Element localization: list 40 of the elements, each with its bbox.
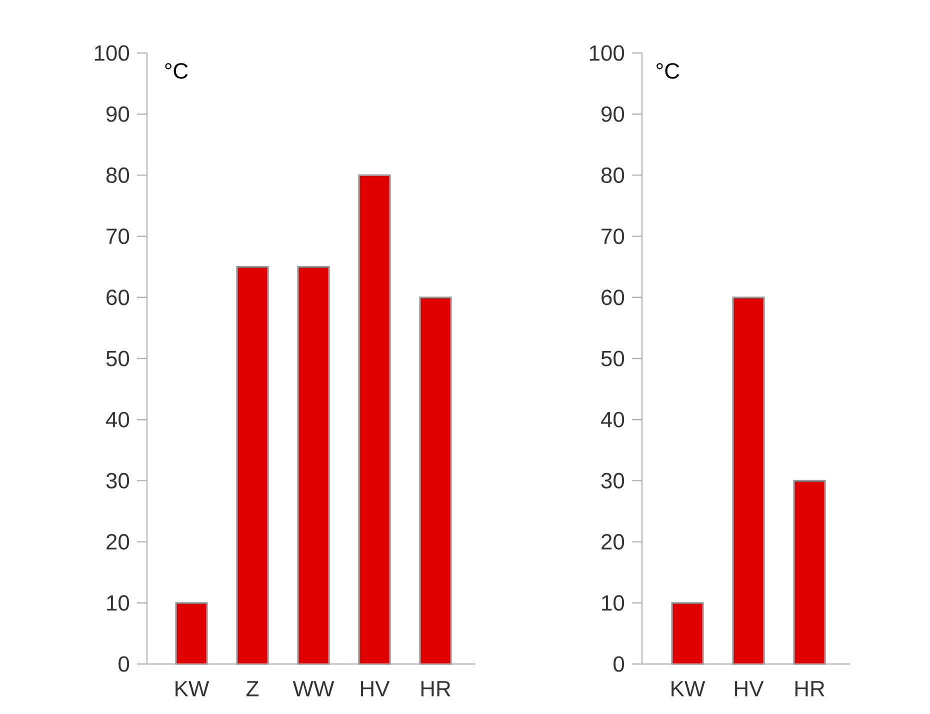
x-tick-label: HR bbox=[795, 681, 824, 696]
x-tick-label: HR bbox=[421, 681, 450, 696]
y-tick-label: 10 bbox=[602, 595, 624, 611]
y-tick-label: 0 bbox=[118, 656, 130, 672]
bar bbox=[175, 602, 208, 665]
y-tick-label: 60 bbox=[106, 290, 130, 306]
y-tick-label: 50 bbox=[106, 350, 130, 366]
x-tick-label: Z bbox=[246, 681, 259, 696]
bar bbox=[358, 174, 391, 665]
y-tick-label: 80 bbox=[106, 167, 130, 183]
x-tick-label: HV bbox=[735, 681, 764, 696]
y-tick-label: 20 bbox=[602, 534, 624, 550]
y-tick-label: 90 bbox=[106, 106, 130, 122]
bar bbox=[793, 480, 826, 665]
y-tick-label: 100 bbox=[590, 45, 624, 61]
y-tick-label: 20 bbox=[106, 534, 130, 550]
y-tick-label: 40 bbox=[106, 412, 130, 428]
y-tick-label: 80 bbox=[601, 167, 624, 183]
bar bbox=[671, 602, 704, 665]
y-tick-label: 100 bbox=[94, 45, 130, 61]
y-tick-label: 50 bbox=[601, 350, 624, 366]
x-tick-label: KW bbox=[176, 681, 210, 696]
y-tick-label: 70 bbox=[106, 228, 130, 244]
y-tick-label: 30 bbox=[106, 472, 130, 488]
y-tick-label: 40 bbox=[600, 412, 624, 428]
y-axis-title: °C bbox=[656, 63, 680, 79]
x-tick-label: WW bbox=[292, 681, 334, 696]
bar bbox=[419, 296, 452, 665]
x-tick-label: KW bbox=[672, 681, 706, 696]
y-tick-label: 90 bbox=[602, 106, 624, 122]
bar bbox=[236, 266, 269, 665]
y-tick-label: 0 bbox=[614, 656, 624, 672]
x-tick-label: HV bbox=[361, 681, 390, 696]
y-tick-label: 10 bbox=[107, 595, 130, 611]
bar bbox=[732, 296, 765, 665]
bar bbox=[297, 266, 330, 665]
y-tick-label: 30 bbox=[601, 472, 624, 488]
y-tick-label: 70 bbox=[602, 228, 624, 244]
y-axis-title: °C bbox=[165, 63, 188, 79]
y-tick-label: 60 bbox=[602, 290, 624, 306]
